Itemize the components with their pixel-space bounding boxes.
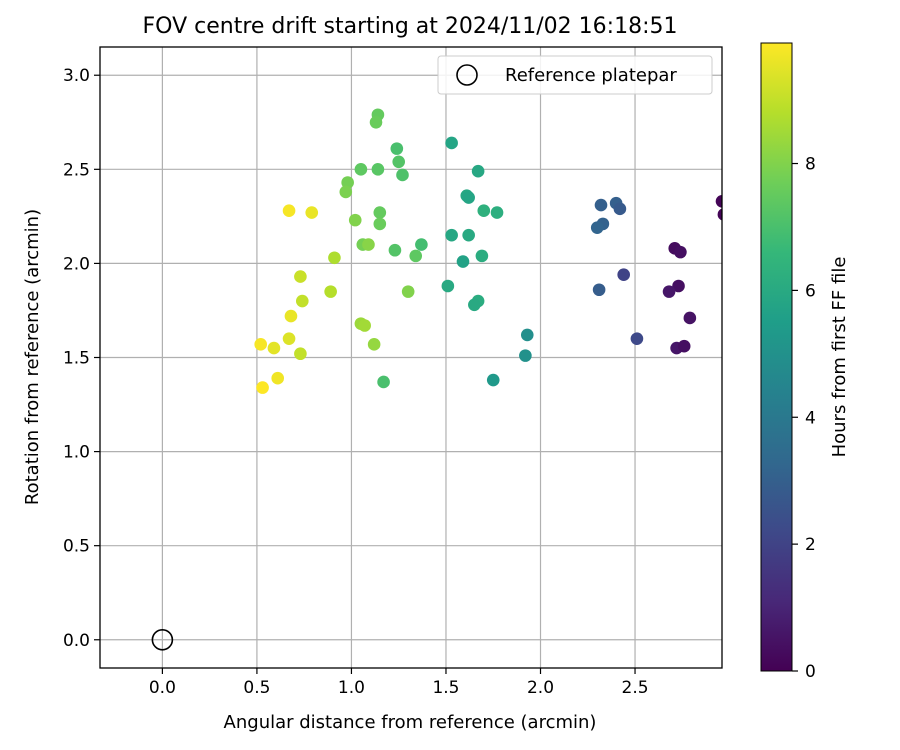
colorbar: 0 2 4 6 8 Hours from first FF file [760, 42, 850, 682]
data-point [674, 245, 687, 259]
x-tick-label: 1.5 [432, 678, 459, 698]
data-point [683, 311, 697, 325]
data-point [373, 217, 387, 231]
legend-box [437, 55, 713, 95]
data-point [267, 341, 281, 355]
data-point [617, 268, 630, 282]
data-point [369, 115, 383, 129]
grid [100, 47, 722, 668]
data-point [348, 213, 362, 227]
reference-platepar-marker [151, 628, 174, 651]
y-tick-label: 0.5 [63, 537, 90, 557]
data-point [490, 206, 504, 219]
data-point [471, 164, 485, 178]
data-point [613, 202, 627, 216]
data-point [282, 204, 296, 218]
colorbar-label: Hours from first FF file [829, 257, 850, 458]
legend-label-reference: Reference platepar [505, 65, 677, 86]
data-point [388, 243, 402, 257]
y-tick-label: 1.5 [63, 349, 90, 369]
data-point [373, 206, 387, 219]
data-point [462, 228, 475, 242]
data-point [295, 294, 309, 308]
colorbar-tick-label: 2 [805, 535, 816, 555]
data-point [341, 176, 354, 189]
y-tick-label: 2.5 [63, 160, 90, 180]
y-tick-label: 2.0 [63, 254, 90, 274]
data-point [717, 208, 722, 221]
data-point [254, 338, 267, 351]
data-point [475, 249, 489, 263]
colorbar-tick-label: 0 [805, 662, 816, 682]
data-point [401, 285, 415, 298]
colorbar-tick-label: 6 [805, 281, 816, 301]
data-point [456, 255, 470, 268]
chart-title: FOV centre drift starting at 2024/11/02 … [143, 14, 678, 39]
legend: Reference platepar [437, 55, 713, 95]
data-point [715, 195, 722, 208]
data-point [441, 279, 455, 293]
colorbar-tick-label: 4 [805, 408, 816, 428]
data-point [354, 163, 368, 176]
plot-frame [99, 46, 723, 669]
y-tick-label: 1.0 [63, 443, 90, 463]
data-point [358, 319, 371, 332]
x-tick-label: 1.0 [338, 678, 365, 698]
data-point [294, 270, 307, 283]
data-point [377, 375, 390, 389]
data-point [462, 191, 475, 204]
data-point [390, 142, 404, 155]
legend-marker-reference [456, 64, 478, 86]
data-point [662, 285, 676, 298]
data-point [594, 198, 608, 212]
plot-area: 0.0 0.5 1.0 1.5 2.0 2.5 0.0 0.5 1.0 1.5 2.0 2.5 3.0 [63, 46, 723, 698]
data-point [445, 228, 458, 242]
x-tick-label: 2.5 [622, 678, 649, 698]
x-axis-label: Angular distance from reference (arcmin) [224, 712, 597, 733]
colorbar-ticks: 0 2 4 6 8 [792, 155, 816, 682]
data-point [371, 163, 385, 176]
data-point [256, 381, 269, 394]
data-point [271, 371, 285, 385]
y-axis-label: Rotation from reference (arcmin) [22, 209, 43, 505]
data-point [305, 206, 319, 219]
data-point [590, 221, 604, 234]
data-point [672, 279, 685, 293]
colorbar-tick-label: 8 [805, 155, 816, 175]
y-tick-label: 3.0 [63, 66, 90, 86]
data-point [339, 185, 353, 199]
x-tick-label: 2.0 [527, 678, 554, 698]
y-tick-label: 0.0 [63, 631, 90, 651]
data-point [392, 155, 406, 169]
data-point [486, 373, 500, 387]
data-point [294, 347, 307, 361]
scatter-points [254, 108, 722, 394]
data-point [592, 283, 606, 297]
x-tick-label: 0.5 [243, 678, 270, 698]
data-point [367, 338, 381, 351]
colorbar-gradient [760, 42, 793, 672]
data-point [324, 285, 337, 298]
data-point [677, 339, 691, 353]
data-point [282, 332, 296, 345]
data-point [445, 136, 458, 150]
data-point [396, 168, 409, 182]
data-point [415, 238, 428, 251]
data-point [630, 332, 644, 345]
x-tick-label: 0.0 [149, 678, 176, 698]
data-point [328, 251, 341, 265]
data-point [468, 298, 481, 312]
data-point [409, 249, 423, 263]
data-point [284, 309, 298, 323]
data-point [520, 328, 534, 342]
data-point [477, 204, 491, 218]
data-point [519, 349, 532, 362]
data-point [362, 238, 375, 251]
